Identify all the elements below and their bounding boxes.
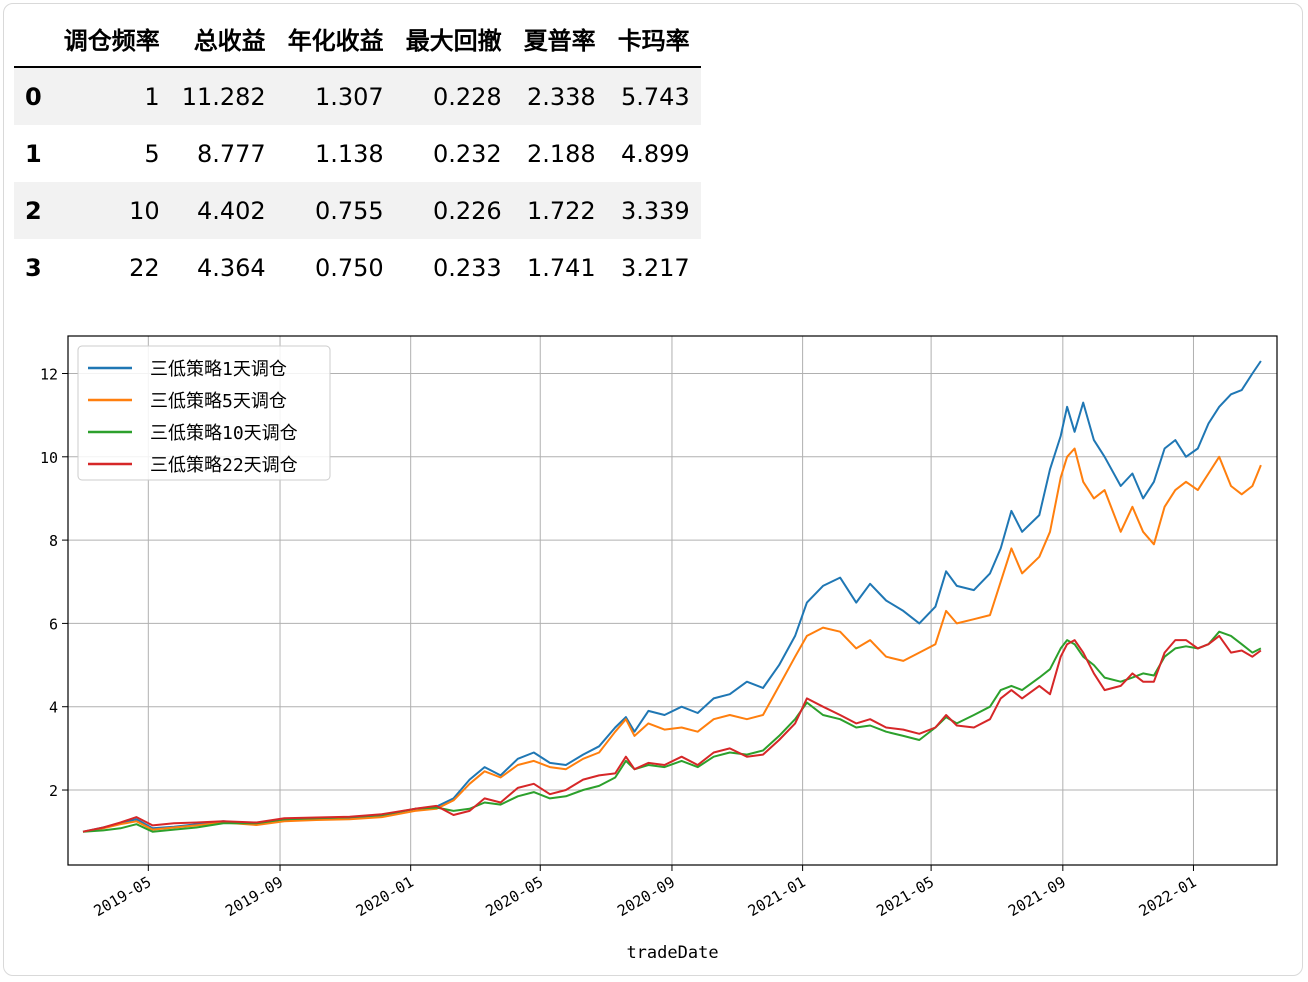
- legend-label: 三低策略10天调仓: [150, 423, 298, 444]
- table-cell: 2.188: [526, 139, 596, 168]
- table-header-row: 调仓频率 总收益 年化收益 最大回撤 夏普率 卡玛率: [14, 10, 701, 68]
- table-cell: 0.755: [314, 196, 384, 225]
- header-annual-return: 年化收益: [276, 10, 395, 68]
- y-tick-label: 4: [49, 699, 58, 717]
- table-cell: 8.777: [196, 139, 266, 168]
- x-tick-label: 2020-01: [353, 873, 417, 920]
- table-cell: 10: [129, 196, 160, 225]
- output-cell-frame: [3, 3, 1303, 976]
- table-cell: 4.899: [620, 139, 690, 168]
- header-max-drawdown: 最大回撤: [394, 10, 513, 68]
- table-cell: 2.338: [526, 82, 596, 111]
- table-cell: 0.226: [432, 196, 502, 225]
- header-rebalance-freq: 调仓频率: [52, 10, 171, 68]
- table-cell: 0.232: [432, 139, 502, 168]
- legend-label: 三低策略1天调仓: [150, 359, 287, 380]
- table-cell: 4.402: [196, 196, 266, 225]
- table-cell: 1.307: [314, 82, 384, 111]
- table-row: 3 22 4.364 0.750 0.233 1.741 3.217: [14, 239, 701, 296]
- y-tick-label: 2: [49, 782, 58, 800]
- y-tick-label: 10: [40, 449, 58, 467]
- header-sharpe: 夏普率: [512, 10, 607, 68]
- table-cell: 3.339: [620, 196, 690, 225]
- y-tick-label: 6: [49, 615, 58, 633]
- legend-label: 三低策略22天调仓: [150, 455, 298, 476]
- table-cell: 0.750: [314, 253, 384, 282]
- x-tick-label: 2020-09: [614, 873, 678, 920]
- header-total-return: 总收益: [170, 10, 277, 68]
- table-row: 0 1 11.282 1.307 0.228 2.338 5.743: [14, 67, 701, 125]
- plot-frame: [67, 335, 1278, 866]
- series-line: [82, 447, 1262, 833]
- x-tick-label: 2021-01: [745, 873, 809, 920]
- table-cell: 0.233: [432, 253, 502, 282]
- y-tick-label: 8: [49, 532, 58, 550]
- table-cell: 1.722: [526, 196, 596, 225]
- table-cell: 1.138: [314, 139, 384, 168]
- row-index: 3: [25, 253, 42, 282]
- results-table: 调仓频率 总收益 年化收益 最大回撤 夏普率 卡玛率 0 1 11.282 1.…: [14, 10, 701, 296]
- table-cell: 0.228: [432, 82, 502, 111]
- table-cell: 3.217: [620, 253, 690, 282]
- x-tick-label: 2019-05: [91, 873, 155, 920]
- table-cell: 4.364: [196, 253, 266, 282]
- table-cell: 5.743: [620, 82, 690, 111]
- legend-box: [77, 345, 331, 481]
- x-tick-label: 2020-05: [482, 873, 546, 920]
- table-cell: 5: [144, 139, 160, 168]
- x-tick-label: 2021-05: [873, 873, 937, 920]
- row-index: 1: [25, 139, 42, 168]
- x-tick-label: 2021-09: [1005, 873, 1069, 920]
- y-tick-label: 12: [40, 365, 58, 383]
- header-calmar: 卡玛率: [606, 10, 701, 68]
- cumulative-return-chart: 2 4 6 8 10 12 2019-05 2019-09 2020-01 2020-05 2020…: [40, 335, 1278, 963]
- table-cell: 1: [144, 82, 160, 111]
- x-tick-label: 2022-01: [1136, 873, 1200, 920]
- table-cell: 1.741: [526, 253, 596, 282]
- header-index: [14, 10, 53, 68]
- legend-label: 三低策略5天调仓: [150, 391, 287, 412]
- series-line: [82, 634, 1262, 833]
- table-cell: 11.282: [181, 82, 266, 111]
- x-axis-label: tradeDate: [626, 943, 718, 963]
- row-index: 2: [25, 196, 42, 225]
- table-cell: 22: [129, 253, 160, 282]
- row-index: 0: [25, 82, 42, 111]
- x-tick-label: 2019-09: [222, 873, 286, 920]
- table-row: 1 5 8.777 1.138 0.232 2.188 4.899: [14, 125, 701, 182]
- table-row: 2 10 4.402 0.755 0.226 1.722 3.339: [14, 182, 701, 239]
